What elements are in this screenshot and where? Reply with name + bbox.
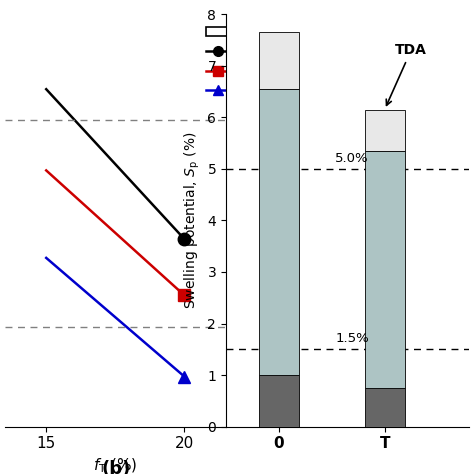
X-axis label: $f_{\mathrm{T}}$ (%): $f_{\mathrm{T}}$ (%) (93, 457, 137, 474)
Y-axis label: Swelling potential, $S_{\mathrm{p}}$ (%): Swelling potential, $S_{\mathrm{p}}$ (%) (182, 132, 202, 309)
Text: 5.0%: 5.0% (336, 152, 369, 165)
Text: 1.5%: 1.5% (336, 332, 369, 345)
Bar (259, 89, 299, 375)
Bar (259, 32, 299, 89)
Bar (365, 388, 405, 427)
Bar (365, 151, 405, 388)
Legend: Control, TDA-F, TDA-M, TDA-C: Control, TDA-F, TDA-M, TDA-C (201, 21, 297, 103)
Text: (b): (b) (102, 460, 131, 474)
Text: TDA: TDA (386, 43, 427, 105)
Bar (365, 109, 405, 151)
Bar (259, 375, 299, 427)
